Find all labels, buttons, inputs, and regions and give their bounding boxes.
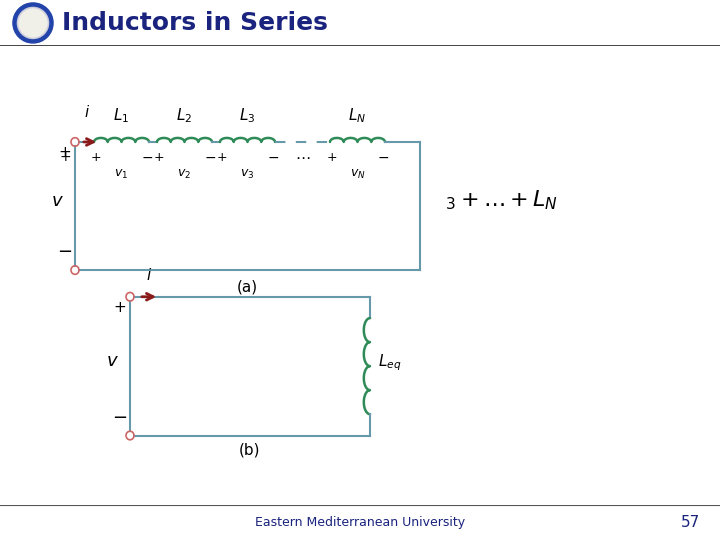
Text: $L_2$: $L_2$ <box>176 106 192 125</box>
Text: ${}_{3} + \ldots + L_N$: ${}_{3} + \ldots + L_N$ <box>445 188 558 212</box>
Text: +: + <box>327 151 337 164</box>
Circle shape <box>13 3 53 43</box>
Text: +: + <box>91 151 102 164</box>
Text: $i$: $i$ <box>146 267 152 282</box>
Text: $-$: $-$ <box>267 150 279 164</box>
Text: +: + <box>153 151 164 164</box>
Circle shape <box>19 9 47 37</box>
Text: $-$: $-$ <box>112 407 127 424</box>
Text: $i$: $i$ <box>84 104 90 120</box>
Text: +: + <box>59 150 71 164</box>
Text: $L_3$: $L_3$ <box>239 106 256 125</box>
Text: +: + <box>58 145 71 160</box>
Text: $L_N$: $L_N$ <box>348 106 366 125</box>
Text: $v_N$: $v_N$ <box>350 168 365 181</box>
Text: $-$: $-$ <box>377 150 389 164</box>
Text: (a): (a) <box>237 279 258 294</box>
Text: (b): (b) <box>239 443 261 458</box>
Text: 57: 57 <box>680 516 700 530</box>
Text: +: + <box>217 151 228 164</box>
Text: $v_1$: $v_1$ <box>114 168 129 181</box>
Text: $v_3$: $v_3$ <box>240 168 255 181</box>
Text: $-$: $-$ <box>204 150 216 164</box>
Text: +: + <box>114 300 127 315</box>
Text: $v$: $v$ <box>50 192 63 210</box>
Text: $\cdots$: $\cdots$ <box>294 149 310 164</box>
Text: Eastern Mediterranean University: Eastern Mediterranean University <box>255 516 465 529</box>
Text: $-$: $-$ <box>141 150 153 164</box>
Text: Inductors in Series: Inductors in Series <box>62 11 328 35</box>
Text: $L_1$: $L_1$ <box>113 106 130 125</box>
Text: $v_2$: $v_2$ <box>178 168 192 181</box>
Text: $-$: $-$ <box>58 241 73 259</box>
Text: $v$: $v$ <box>106 352 118 370</box>
Text: $L_{eq}$: $L_{eq}$ <box>378 352 402 373</box>
